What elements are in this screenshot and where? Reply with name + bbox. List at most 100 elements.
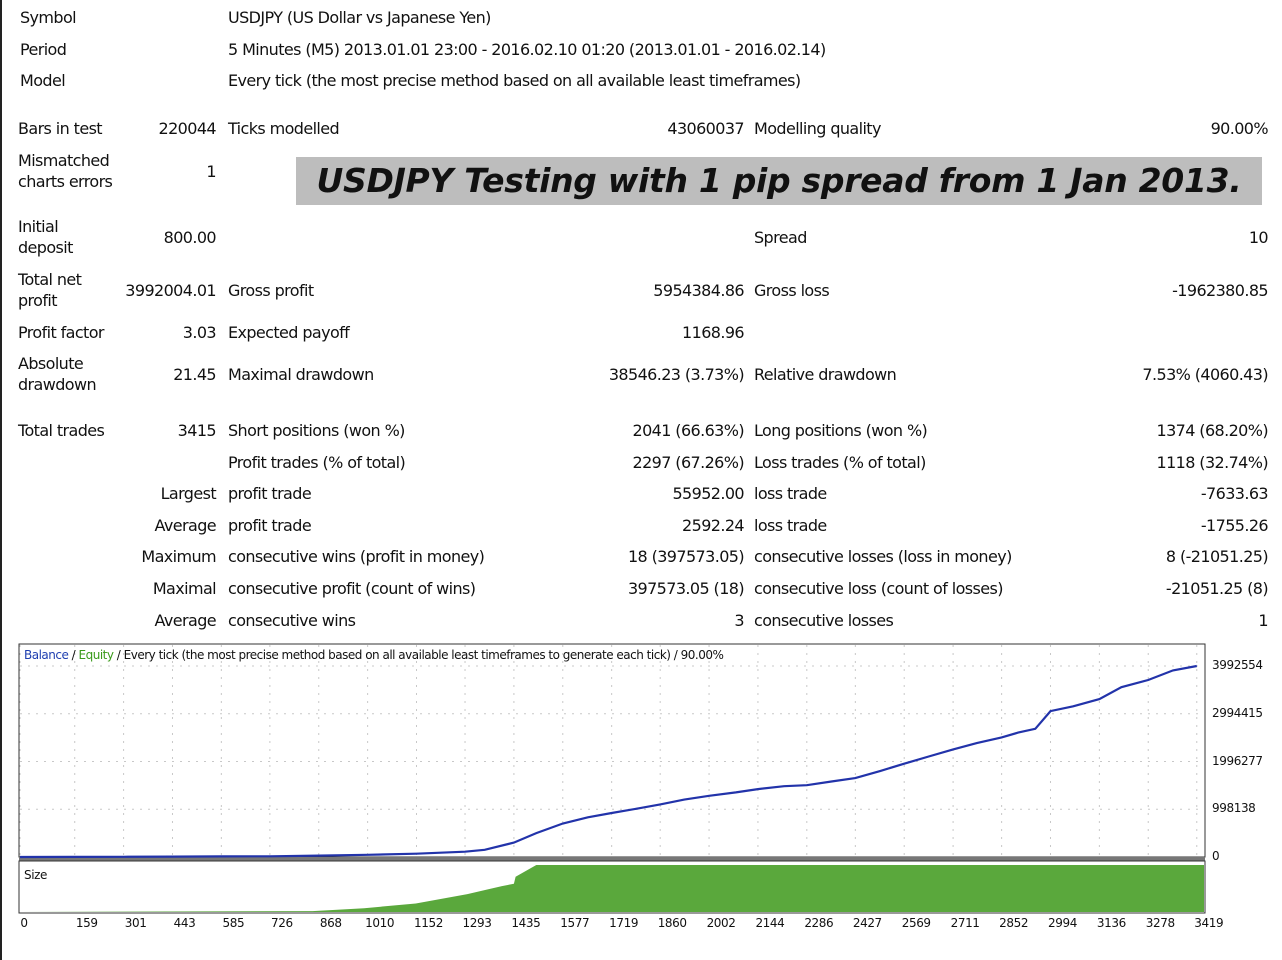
mismatched-value: 1 xyxy=(206,162,216,181)
legend-model-info: / Every tick (the most precise method ba… xyxy=(113,648,724,662)
x-tick-label: 2002 xyxy=(706,916,736,930)
gross-profit-label: Gross profit xyxy=(228,281,314,300)
max-consec-losses-label: consecutive losses (loss in money) xyxy=(754,547,1012,566)
profit-factor-label: Profit factor xyxy=(18,323,105,342)
period-label: Period xyxy=(20,40,67,59)
absolute-drawdown-label-line2: drawdown xyxy=(18,375,97,394)
modelling-quality-label: Modelling quality xyxy=(754,119,881,138)
x-tick-label: 2569 xyxy=(901,916,931,930)
average-loss-value: -1755.26 xyxy=(1200,516,1269,535)
avg-consec-losses-value: 1 xyxy=(1258,611,1268,630)
bars-in-test-value: 220044 xyxy=(158,119,217,138)
largest-profit-value: 55952.00 xyxy=(672,484,744,503)
balance-line xyxy=(19,664,1198,859)
initial-deposit-value: 800.00 xyxy=(163,228,217,247)
average-profit-label: profit trade xyxy=(228,516,312,535)
x-tick-label: 1719 xyxy=(609,916,639,930)
x-tick-label: 2427 xyxy=(852,916,882,930)
total-trades-label: Total trades xyxy=(18,421,105,440)
maximal-consec-profit-label: consecutive profit (count of wins) xyxy=(228,579,476,598)
model-value: Every tick (the most precise method base… xyxy=(228,71,801,90)
chart-legend: Balance / Equity / Every tick (the most … xyxy=(24,648,724,662)
long-positions-label: Long positions (won %) xyxy=(754,421,928,440)
x-tick-label: 2852 xyxy=(999,916,1029,930)
expected-payoff-value: 1168.96 xyxy=(682,323,745,342)
x-tick-label: 2286 xyxy=(804,916,834,930)
loss-trades-value: 1118 (32.74%) xyxy=(1156,453,1269,472)
x-tick-label: 2711 xyxy=(950,916,980,930)
maximal-consec-loss-value: -21051.25 (8) xyxy=(1165,579,1269,598)
total-trades-value: 3415 xyxy=(177,421,217,440)
gross-loss-label: Gross loss xyxy=(754,281,830,300)
x-tick-label: 868 xyxy=(319,916,342,930)
x-tick-label: 2994 xyxy=(1048,916,1077,930)
x-tick-label: 1860 xyxy=(657,916,687,930)
legend-separator: / xyxy=(68,648,79,662)
largest-profit-label: profit trade xyxy=(228,484,312,503)
largest-loss-label: loss trade xyxy=(754,484,827,503)
y-tick-label: 998138 xyxy=(1212,801,1256,816)
maximum-label: Maximum xyxy=(141,547,216,566)
largest-loss-value: -7633.63 xyxy=(1200,484,1269,503)
short-positions-label: Short positions (won %) xyxy=(228,421,405,440)
absolute-drawdown-label-line1: Absolute xyxy=(18,354,84,373)
spread-label: Spread xyxy=(754,228,807,247)
profit-trades-value: 2297 (67.26%) xyxy=(632,453,745,472)
max-consec-wins-value: 18 (397573.05) xyxy=(627,547,745,566)
mismatched-label-line2: charts errors xyxy=(18,172,113,191)
x-tick-label: 3278 xyxy=(1145,916,1175,930)
ticks-modelled-label: Ticks modelled xyxy=(228,119,340,138)
bars-in-test-label: Bars in test xyxy=(18,119,103,138)
size-area xyxy=(20,865,1204,912)
gross-loss-value: -1962380.85 xyxy=(1172,281,1268,300)
average-label: Average xyxy=(154,516,216,535)
x-tick-label: 585 xyxy=(222,916,245,930)
profit-factor-value: 3.03 xyxy=(182,323,217,342)
maximal-consec-loss-label: consecutive loss (count of losses) xyxy=(754,579,1003,598)
period-value: 5 Minutes (M5) 2013.01.01 23:00 - 2016.0… xyxy=(228,40,826,59)
annotation-banner-text: USDJPY Testing with 1 pip spread from 1 … xyxy=(316,161,1242,200)
x-tick-label: 443 xyxy=(173,916,196,930)
maximal-drawdown-value: 38546.23 (3.73%) xyxy=(608,365,745,384)
maximal-label: Maximal xyxy=(152,579,217,598)
model-label: Model xyxy=(20,71,66,90)
balance-chart xyxy=(18,643,1206,914)
modelling-quality-value: 90.00% xyxy=(1210,119,1269,138)
y-tick-label: 1996277 xyxy=(1212,753,1263,768)
x-tick-label: 2144 xyxy=(755,916,785,930)
max-consec-losses-value: 8 (-21051.25) xyxy=(1165,547,1269,566)
window-left-border xyxy=(0,0,2,960)
total-net-profit-value: 3992004.01 xyxy=(125,281,216,300)
x-tick-label: 301 xyxy=(124,916,147,930)
initial-deposit-label-line1: Initial xyxy=(18,217,59,236)
gross-profit-value: 5954384.86 xyxy=(653,281,744,300)
total-net-profit-label-line2: profit xyxy=(18,291,58,310)
long-positions-value: 1374 (68.20%) xyxy=(1156,421,1269,440)
maximal-consec-profit-value: 397573.05 (18) xyxy=(627,579,745,598)
expected-payoff-label: Expected payoff xyxy=(228,323,350,342)
avg-consec-losses-label: consecutive losses xyxy=(754,611,894,630)
y-tick-label: 3992554 xyxy=(1212,658,1263,672)
relative-drawdown-value: 7.53% (4060.43) xyxy=(1142,365,1268,384)
x-tick-label: 0 xyxy=(20,916,28,930)
average-loss-label: loss trade xyxy=(754,516,827,535)
max-consec-wins-label: consecutive wins (profit in money) xyxy=(228,547,485,566)
avg-consec-wins-label: consecutive wins xyxy=(228,611,356,630)
avg-consec-wins-value: 3 xyxy=(734,611,744,630)
absolute-drawdown-value: 21.45 xyxy=(173,365,216,384)
loss-trades-label: Loss trades (% of total) xyxy=(754,453,926,472)
ticks-modelled-value: 43060037 xyxy=(667,119,744,138)
x-tick-label: 3136 xyxy=(1096,916,1126,930)
short-positions-value: 2041 (66.63%) xyxy=(632,421,745,440)
average-profit-value: 2592.24 xyxy=(682,516,745,535)
legend-balance: Balance xyxy=(24,648,69,662)
x-tick-label: 726 xyxy=(271,916,293,930)
annotation-banner: USDJPY Testing with 1 pip spread from 1 … xyxy=(296,157,1262,205)
x-tick-label: 1293 xyxy=(462,916,492,930)
legend-equity: Equity xyxy=(78,648,114,662)
profit-trades-label: Profit trades (% of total) xyxy=(228,453,406,472)
panel-separator xyxy=(19,857,1205,861)
y-tick-label: 2994415 xyxy=(1212,705,1263,720)
symbol-label: Symbol xyxy=(20,8,77,27)
total-net-profit-label-line1: Total net xyxy=(18,270,82,289)
